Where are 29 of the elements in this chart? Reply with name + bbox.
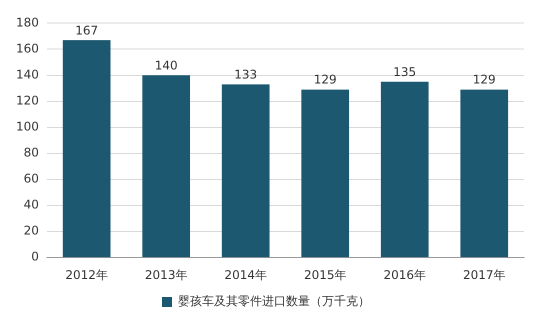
bar bbox=[142, 75, 190, 258]
x-tick-label: 2012年 bbox=[65, 268, 108, 282]
y-tick-label: 160 bbox=[16, 41, 39, 56]
y-tick-label: 80 bbox=[24, 146, 39, 160]
data-label: 133 bbox=[234, 68, 258, 82]
data-label: 140 bbox=[154, 58, 178, 72]
data-label: 167 bbox=[75, 23, 98, 38]
bar bbox=[62, 40, 111, 258]
y-tick-label: 140 bbox=[16, 67, 39, 82]
x-tick-label: 2013年 bbox=[144, 268, 188, 282]
data-label: 129 bbox=[314, 72, 337, 87]
data-label: 129 bbox=[472, 72, 496, 87]
y-tick-label: 60 bbox=[24, 172, 39, 186]
y-tick-label: 180 bbox=[16, 15, 39, 30]
y-tick-label: 0 bbox=[31, 250, 39, 264]
y-tick-label: 100 bbox=[16, 120, 39, 134]
bar bbox=[222, 84, 270, 258]
data-label: 135 bbox=[393, 64, 416, 79]
bar bbox=[380, 82, 429, 258]
x-tick-label: 2017年 bbox=[462, 268, 506, 282]
x-tick-label: 2016年 bbox=[383, 268, 426, 282]
bar bbox=[301, 90, 350, 258]
legend-label: 婴孩车及其零件进口数量（万千克） bbox=[178, 294, 370, 308]
bar bbox=[460, 90, 508, 258]
y-tick-label: 20 bbox=[24, 224, 39, 238]
x-tick-label: 2015年 bbox=[304, 268, 346, 282]
y-tick-label: 120 bbox=[16, 93, 39, 108]
x-tick-label: 2014年 bbox=[224, 268, 267, 282]
y-tick-label: 40 bbox=[24, 198, 39, 212]
